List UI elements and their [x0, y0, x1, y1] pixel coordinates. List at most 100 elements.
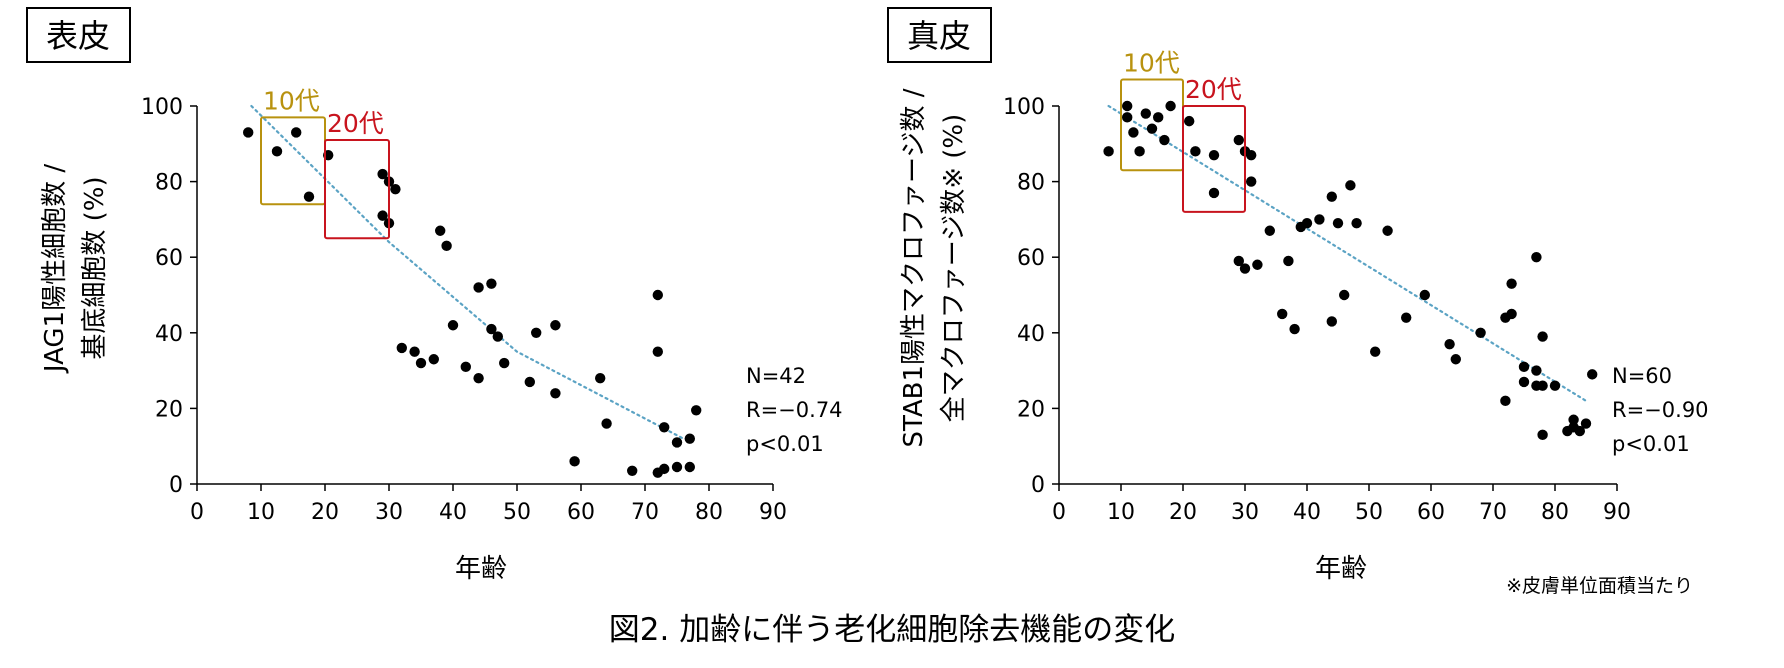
stats-block: N=60 R=−0.90 p<0.01	[1612, 364, 1709, 456]
data-point	[684, 433, 695, 444]
data-point	[1500, 395, 1511, 407]
y-axis-title: STAB1陽性マクロファージ数 / 全マクロファージ数※ (%)	[899, 88, 969, 447]
data-point	[1580, 418, 1592, 429]
x-tick-label: 50	[1355, 500, 1383, 525]
data-point	[1351, 217, 1362, 229]
trendline	[250, 104, 685, 440]
y-tick-label: 40	[155, 322, 183, 347]
data-point	[396, 342, 407, 354]
x-tick-label: 30	[1231, 500, 1259, 525]
data-point	[652, 289, 663, 301]
age-group-label: 20代	[327, 109, 384, 138]
data-point	[435, 225, 446, 236]
x-tick-label: 40	[439, 500, 467, 525]
data-point	[460, 361, 471, 373]
data-point	[1537, 331, 1548, 342]
x-tick-label: 30	[375, 500, 403, 525]
data-point	[377, 168, 388, 180]
data-point	[486, 278, 497, 289]
data-point	[271, 146, 283, 157]
data-point	[1122, 100, 1133, 112]
x-tick-label: 0	[190, 500, 204, 525]
data-point	[671, 437, 683, 448]
data-point	[1184, 115, 1195, 127]
data-point	[1289, 323, 1300, 335]
data-point	[671, 461, 683, 473]
data-point	[1153, 112, 1164, 123]
data-point	[1345, 180, 1356, 191]
data-point	[1103, 146, 1114, 157]
x-tick-label: 20	[1169, 500, 1197, 525]
data-point	[1233, 255, 1245, 267]
footnote: ※皮膚単位面積当たり	[1506, 575, 1693, 597]
y-axis-title-line1: STAB1陽性マクロファージ数 /	[899, 88, 929, 447]
stat-p: p<0.01	[746, 432, 824, 456]
data-point	[409, 346, 420, 357]
data-point	[499, 357, 510, 369]
data-point	[1128, 127, 1139, 138]
data-point	[390, 183, 401, 195]
data-point	[1252, 259, 1263, 270]
data-point	[1587, 369, 1598, 380]
data-point	[691, 405, 702, 416]
data-point	[1506, 308, 1517, 320]
data-point	[652, 346, 663, 357]
x-tick-label: 60	[1417, 500, 1445, 525]
data-point	[627, 465, 638, 476]
data-point	[601, 418, 612, 429]
data-point	[291, 127, 302, 138]
x-tick-label: 10	[1107, 500, 1135, 525]
y-tick-label: 40	[1017, 322, 1045, 347]
stat-n: N=60	[1612, 364, 1672, 388]
data-point	[1233, 134, 1245, 146]
data-point	[415, 357, 427, 369]
panel-label: 真皮	[907, 17, 971, 55]
data-point	[1134, 146, 1145, 157]
data-point	[1159, 134, 1170, 146]
data-point	[1326, 316, 1338, 327]
data-point	[1332, 217, 1344, 229]
data-point	[1531, 252, 1542, 263]
panel-label: 表皮	[46, 17, 110, 55]
x-tick-label: 0	[1052, 500, 1066, 525]
y-tick-label: 100	[141, 95, 183, 120]
data-point	[684, 461, 695, 473]
data-point	[1574, 425, 1586, 437]
data-point	[1190, 146, 1201, 157]
data-point	[441, 240, 452, 252]
data-point	[1314, 214, 1325, 225]
x-tick-label: 80	[1541, 500, 1569, 525]
stat-p: p<0.01	[1612, 432, 1690, 456]
x-tick-label: 70	[631, 500, 659, 525]
y-tick-label: 60	[1017, 246, 1045, 271]
data-point	[1146, 123, 1158, 134]
data-point	[473, 372, 484, 384]
data-point	[1326, 191, 1338, 202]
stat-n: N=42	[746, 364, 806, 388]
data-point	[659, 422, 670, 433]
y-tick-label: 100	[1003, 95, 1045, 120]
data-point	[377, 210, 388, 221]
data-point	[595, 372, 606, 384]
stat-r: R=−0.74	[746, 398, 843, 422]
x-tick-label: 40	[1293, 500, 1321, 525]
data-point	[1301, 217, 1313, 229]
data-point	[550, 320, 561, 331]
data-point	[303, 191, 315, 202]
data-point	[1450, 354, 1462, 365]
data-point	[1531, 380, 1542, 391]
data-point	[1506, 278, 1517, 289]
panel-epidermis: 表皮 JAG1陽性細胞数 / 基底細胞数 (%) 0 20 40 60 80 100 0 10…	[26, 7, 843, 584]
stats-block: N=42 R=−0.74 p<0.01	[746, 364, 843, 456]
y-axis-title-line2: 全マクロファージ数※ (%)	[939, 114, 969, 423]
data-point	[243, 127, 254, 138]
x-tick-label: 90	[1603, 500, 1631, 525]
data-point	[1140, 108, 1152, 119]
data-point	[1444, 338, 1455, 350]
panel-dermis: 真皮 STAB1陽性マクロファージ数 / 全マクロファージ数※ (%) 0 20 4…	[887, 7, 1709, 584]
data-point	[1246, 149, 1257, 161]
age-group-label: 10代	[263, 86, 320, 115]
data-point	[1531, 365, 1542, 376]
x-tick-label: 60	[567, 500, 595, 525]
